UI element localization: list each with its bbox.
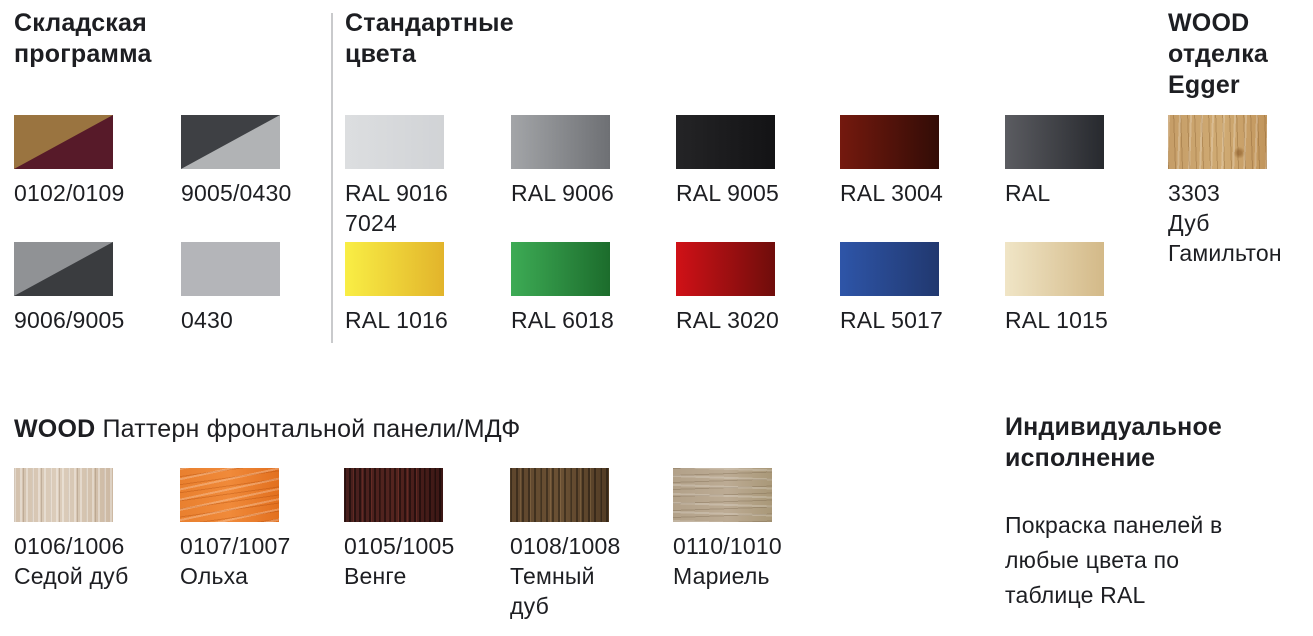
swatch-cell-0106-1006: 0106/1006 Седой дуб: [14, 468, 174, 591]
title-line: Складская: [14, 9, 147, 37]
title-rest-part: Паттерн фронтальной панели/МДФ: [95, 415, 521, 443]
color-swatch: [181, 242, 280, 296]
title-bold-part: WOOD: [14, 415, 96, 443]
swatch-code: 3303 Дуб Гамильтон: [1168, 180, 1282, 266]
custom-section-body: Покраска панелей в любые цвета по таблиц…: [1005, 512, 1223, 608]
wood-egger-section-title: WOOD отделка Egger: [1168, 8, 1268, 101]
swatch-code: RAL 1015: [1005, 307, 1109, 333]
swatch-code: 0108/1008 Темный дуб: [510, 533, 621, 619]
swatch-cell-ral-9005: RAL 9005: [676, 115, 836, 208]
title-line: Индивидуальное: [1005, 413, 1223, 441]
color-swatch: [676, 115, 775, 169]
swatch-cell-0110-1010: 0110/1010 Мариель: [673, 468, 833, 591]
swatch-cell-0102-0109: 0102/0109: [14, 115, 174, 208]
swatch-code: 9006/9005: [14, 307, 125, 333]
wood-swatch: [673, 468, 772, 522]
wood-swatch: [180, 468, 279, 522]
vertical-divider: [331, 13, 333, 343]
title-line: цвета: [345, 40, 417, 68]
title-line: Egger: [1168, 71, 1240, 99]
color-swatch: [511, 242, 610, 296]
color-swatch: [14, 115, 113, 169]
title-line: программа: [14, 40, 152, 68]
swatch-code: RAL 9006: [511, 180, 615, 206]
standard-colors-section-title: Стандартные цвета: [345, 8, 514, 70]
color-swatch: [840, 242, 939, 296]
color-swatch: [181, 115, 280, 169]
wood-swatch: [510, 468, 609, 522]
color-swatch: [14, 242, 113, 296]
color-swatch: [676, 242, 775, 296]
swatch-cell-9006-9005: 9006/9005: [14, 242, 174, 335]
color-swatch: [345, 242, 444, 296]
swatch-code: RAL 6018: [511, 307, 615, 333]
swatch-cell-ral-9016: RAL 9016 7024: [345, 115, 505, 238]
swatch-code: 9005/0430: [181, 180, 292, 206]
swatch-code: 0106/1006 Седой дуб: [14, 533, 129, 589]
swatch-code: 0105/1005 Венге: [344, 533, 455, 589]
swatch-cell-ral-5017: RAL 5017: [840, 242, 1000, 335]
swatch-code: 0107/1007 Ольха: [180, 533, 291, 589]
swatch-cell-ral-1016: RAL 1016: [345, 242, 505, 335]
title-line: исполнение: [1005, 444, 1156, 472]
title-line: Стандартные: [345, 9, 514, 37]
swatch-cell-ral-6018: RAL 6018: [511, 242, 671, 335]
title-line: отделка: [1168, 40, 1269, 68]
swatch-cell-9005-0430: 9005/0430: [181, 115, 341, 208]
swatch-code: RAL 9016 7024: [345, 180, 449, 236]
swatch-cell-ral-1015: RAL 1015: [1005, 242, 1165, 335]
swatch-code: 0110/1010 Мариель: [673, 533, 782, 589]
swatch-code: RAL 3020: [676, 307, 780, 333]
swatch-code: RAL 1016: [345, 307, 449, 333]
swatch-code: RAL 3004: [840, 180, 944, 206]
color-swatch: [1005, 115, 1104, 169]
color-swatch: [345, 115, 444, 169]
color-swatch: [1005, 242, 1104, 296]
swatch-code: RAL 9005: [676, 180, 780, 206]
warehouse-section-title: Складская программа: [14, 8, 152, 70]
swatch-cell-ral: RAL: [1005, 115, 1165, 208]
color-swatch: [511, 115, 610, 169]
wood-swatch: [14, 468, 113, 522]
swatch-code: RAL: [1005, 180, 1051, 206]
wood-mdf-section-title: WOOD Паттерн фронтальной панели/МДФ: [14, 412, 521, 447]
swatch-code: 0102/0109: [14, 180, 125, 206]
wood-swatch: [344, 468, 443, 522]
swatch-cell-ral-3020: RAL 3020: [676, 242, 836, 335]
swatch-code: RAL 5017: [840, 307, 944, 333]
swatch-cell-ral-9006: RAL 9006: [511, 115, 671, 208]
color-swatch: [840, 115, 939, 169]
title-line: WOOD: [1168, 9, 1250, 37]
swatch-cell-ral-3004: RAL 3004: [840, 115, 1000, 208]
swatch-cell-0107-1007: 0107/1007 Ольха: [180, 468, 340, 591]
swatch-cell-0108-1008: 0108/1008 Темный дуб: [510, 468, 670, 621]
swatch-cell-0430: 0430: [181, 242, 341, 335]
swatch-cell-3303: 3303 Дуб Гамильтон: [1168, 115, 1313, 268]
wood-swatch: [1168, 115, 1267, 169]
swatch-cell-0105-1005: 0105/1005 Венге: [344, 468, 504, 591]
custom-section-title: Индивидуальное исполнение: [1005, 412, 1222, 474]
swatch-code: 0430: [181, 307, 233, 333]
